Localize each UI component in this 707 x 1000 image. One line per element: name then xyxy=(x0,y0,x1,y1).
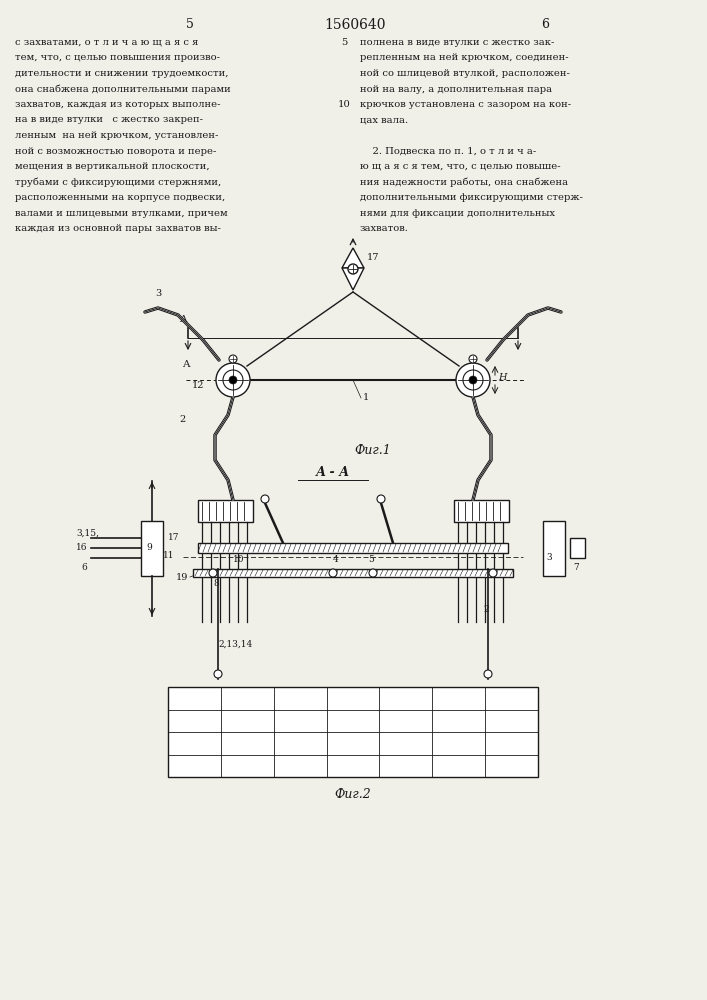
Text: 1560640: 1560640 xyxy=(325,18,386,32)
Text: ю щ а я с я тем, что, с целью повыше-: ю щ а я с я тем, что, с целью повыше- xyxy=(360,162,561,171)
Polygon shape xyxy=(342,268,364,290)
Text: мещения в вертикальной плоскости,: мещения в вертикальной плоскости, xyxy=(15,162,209,171)
Bar xyxy=(543,521,565,576)
Circle shape xyxy=(469,376,477,384)
Circle shape xyxy=(369,569,377,577)
Text: трубами с фиксирующими стержнями,: трубами с фиксирующими стержнями, xyxy=(15,178,221,187)
Circle shape xyxy=(469,355,477,363)
Text: ной со шлицевой втулкой, расположен-: ной со шлицевой втулкой, расположен- xyxy=(360,69,570,78)
Text: дительности и снижении трудоемкости,: дительности и снижении трудоемкости, xyxy=(15,69,228,78)
Polygon shape xyxy=(342,248,364,268)
Text: с захватами, о т л и ч а ю щ а я с я: с захватами, о т л и ч а ю щ а я с я xyxy=(15,38,199,47)
Text: валами и шлицевыми втулками, причем: валами и шлицевыми втулками, причем xyxy=(15,209,228,218)
Text: захватов, каждая из которых выполне-: захватов, каждая из которых выполне- xyxy=(15,100,221,109)
Circle shape xyxy=(229,355,237,363)
Text: репленным на ней крючком, соединен-: репленным на ней крючком, соединен- xyxy=(360,53,568,62)
Circle shape xyxy=(261,495,269,503)
Text: 5: 5 xyxy=(341,38,347,47)
Text: тем, что, с целью повышения произво-: тем, что, с целью повышения произво- xyxy=(15,53,220,62)
Text: дополнительными фиксирующими стерж-: дополнительными фиксирующими стерж- xyxy=(360,193,583,202)
Text: H: H xyxy=(498,373,506,382)
Bar xyxy=(168,687,538,777)
Circle shape xyxy=(377,495,385,503)
Text: 10: 10 xyxy=(337,100,351,109)
Text: 10: 10 xyxy=(233,554,245,564)
Bar xyxy=(198,500,253,522)
Text: крючков установлена с зазором на кон-: крючков установлена с зазором на кон- xyxy=(360,100,571,109)
Text: 19: 19 xyxy=(175,572,188,582)
Circle shape xyxy=(223,370,243,390)
Bar xyxy=(570,538,585,558)
Text: 7: 7 xyxy=(573,562,579,572)
Text: А - А: А - А xyxy=(316,466,350,480)
Text: расположенными на корпусе подвески,: расположенными на корпусе подвески, xyxy=(15,193,226,202)
Circle shape xyxy=(489,569,497,577)
Circle shape xyxy=(348,264,358,274)
Text: 6: 6 xyxy=(541,18,549,31)
Text: A: A xyxy=(180,315,187,324)
Text: 2: 2 xyxy=(483,604,489,613)
Bar xyxy=(198,543,508,553)
Text: 16: 16 xyxy=(76,544,88,552)
Circle shape xyxy=(209,569,217,577)
Text: 3: 3 xyxy=(546,552,551,562)
Text: 2,13,14: 2,13,14 xyxy=(218,640,252,648)
Text: 3: 3 xyxy=(155,289,161,298)
Text: 17: 17 xyxy=(168,534,180,542)
Text: 9: 9 xyxy=(146,544,152,552)
Text: она снабжена дополнительными парами: она снабжена дополнительными парами xyxy=(15,85,230,94)
Text: захватов.: захватов. xyxy=(360,224,409,233)
Text: 2. Подвеска по п. 1, о т л и ч а-: 2. Подвеска по п. 1, о т л и ч а- xyxy=(360,146,536,155)
Text: каждая из основной пары захватов вы-: каждая из основной пары захватов вы- xyxy=(15,224,221,233)
Text: 2: 2 xyxy=(180,416,186,424)
Text: 11: 11 xyxy=(163,552,175,560)
Text: 5: 5 xyxy=(186,18,194,31)
Circle shape xyxy=(456,363,490,397)
Bar xyxy=(193,569,513,577)
Text: 6: 6 xyxy=(81,564,87,572)
Bar xyxy=(454,500,509,522)
Text: ной на валу, а дополнительная пара: ной на валу, а дополнительная пара xyxy=(360,85,552,94)
Text: полнена в виде втулки с жестко зак-: полнена в виде втулки с жестко зак- xyxy=(360,38,554,47)
Circle shape xyxy=(484,670,492,678)
Text: Фиг.2: Фиг.2 xyxy=(334,788,371,802)
Text: 1: 1 xyxy=(363,393,369,402)
Text: 17: 17 xyxy=(367,253,380,262)
Text: 4: 4 xyxy=(333,554,339,564)
Text: ния надежности работы, она снабжена: ния надежности работы, она снабжена xyxy=(360,178,568,187)
Text: 5: 5 xyxy=(368,554,374,564)
Text: A: A xyxy=(182,360,189,369)
Text: ленным  на ней крючком, установлен-: ленным на ней крючком, установлен- xyxy=(15,131,218,140)
Circle shape xyxy=(229,376,237,384)
Text: цах вала.: цах вала. xyxy=(360,115,408,124)
Text: нями для фиксации дополнительных: нями для фиксации дополнительных xyxy=(360,209,555,218)
Circle shape xyxy=(216,363,250,397)
Text: 12: 12 xyxy=(192,380,204,389)
Text: 3,15,: 3,15, xyxy=(76,528,99,538)
Text: Фиг.1: Фиг.1 xyxy=(355,444,392,456)
Text: на в виде втулки   с жестко закреп-: на в виде втулки с жестко закреп- xyxy=(15,115,203,124)
Text: 8: 8 xyxy=(213,578,218,587)
Circle shape xyxy=(329,569,337,577)
Text: ной с возможностью поворота и пере-: ной с возможностью поворота и пере- xyxy=(15,146,216,155)
Bar xyxy=(141,521,163,576)
Circle shape xyxy=(463,370,483,390)
Circle shape xyxy=(214,670,222,678)
